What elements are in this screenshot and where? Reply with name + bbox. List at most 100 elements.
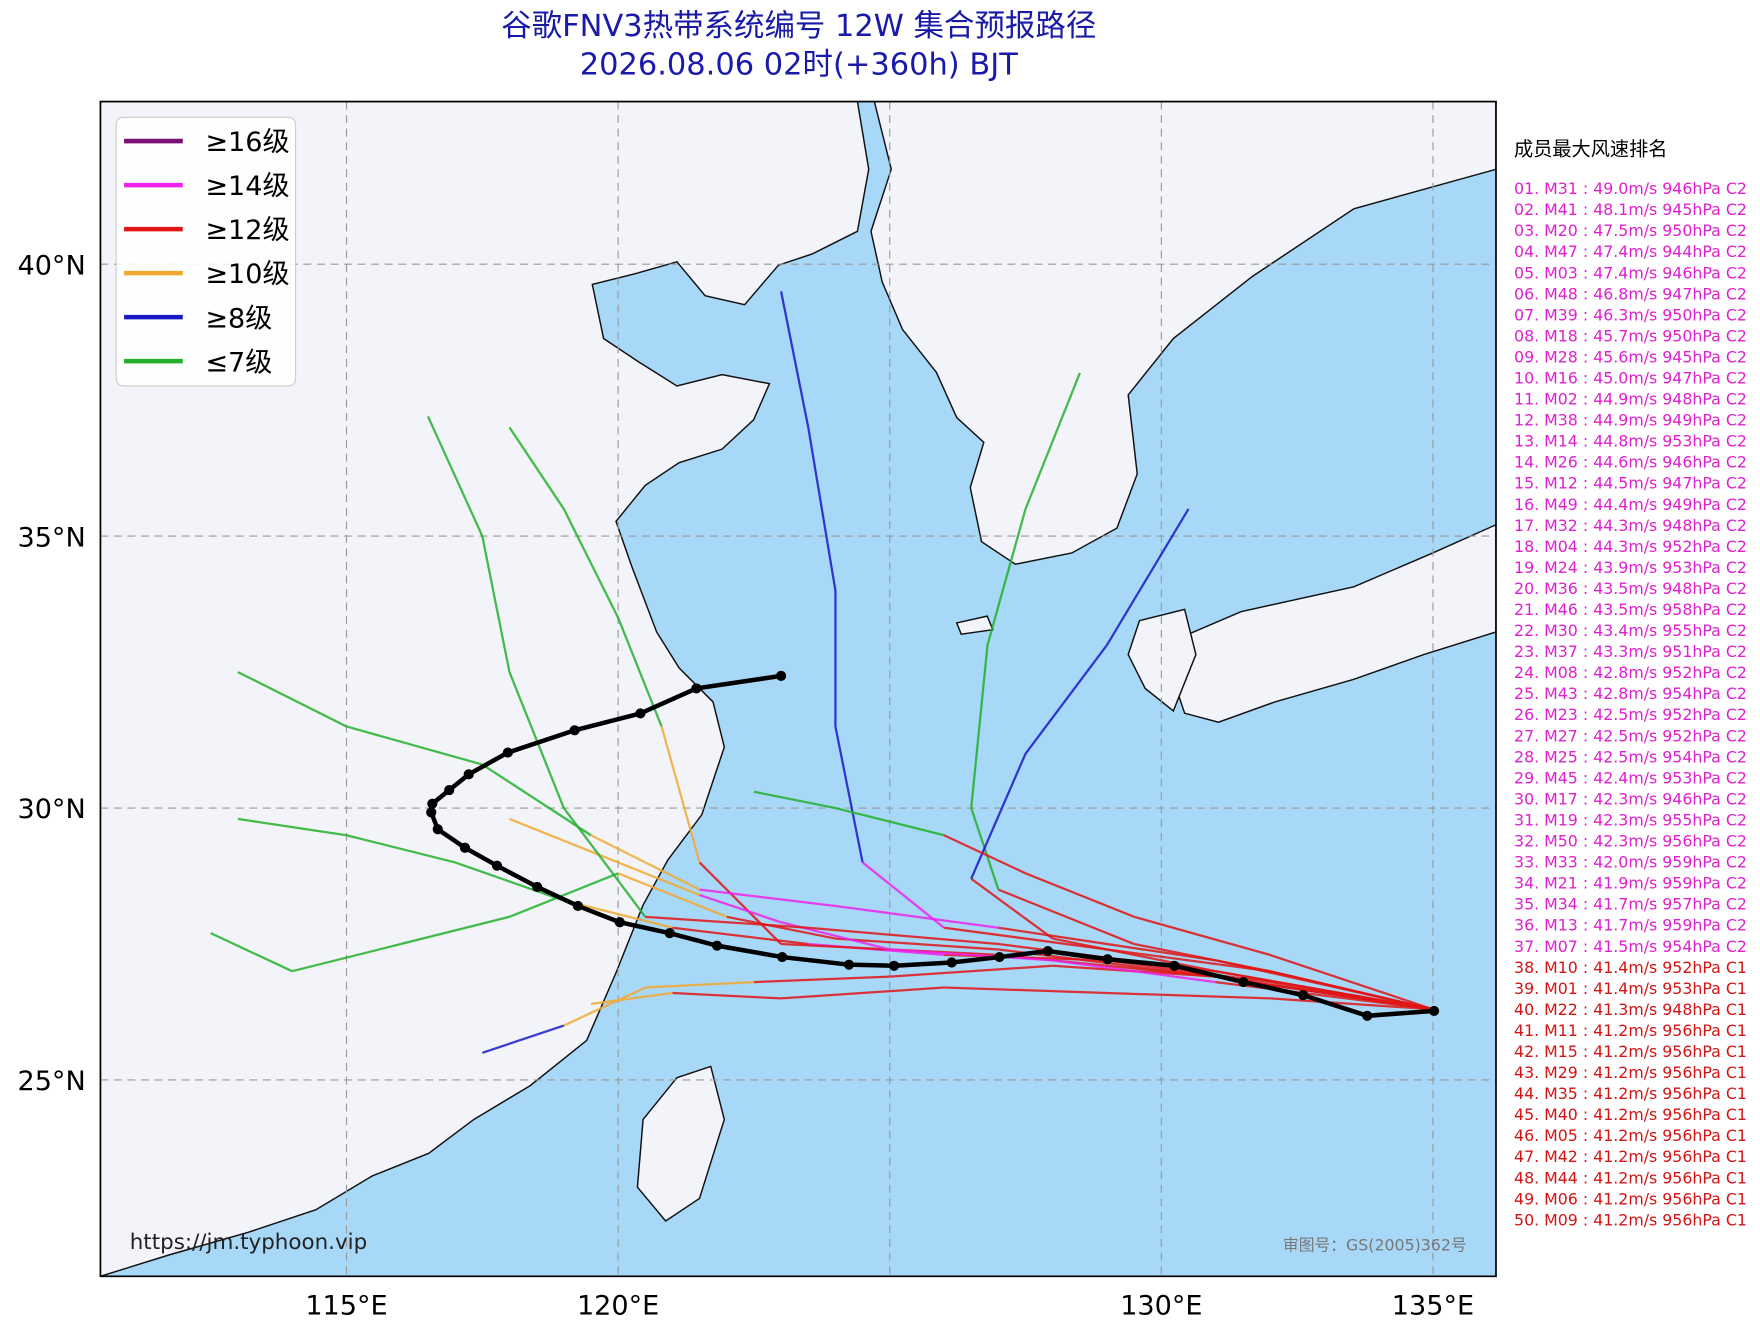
mean-track-point xyxy=(1169,960,1180,971)
ranking-entry: 15. M12 : 44.5m/s 947hPa C2 xyxy=(1514,474,1747,493)
member-track-segment xyxy=(835,806,945,837)
legend-label: ≥14级 xyxy=(205,171,289,202)
mean-track-point xyxy=(1298,990,1309,1001)
member-track-segment xyxy=(1269,953,1434,1011)
source-url: https://jm.typhoon.vip xyxy=(130,1230,367,1255)
mean-track-point xyxy=(777,951,788,963)
ranking-entry: 07. M39 : 46.3m/s 950hPa C2 xyxy=(1514,305,1747,324)
mean-track-point xyxy=(444,785,455,796)
legend-label: ≤7级 xyxy=(205,347,272,378)
lat-tick-label: 25°N xyxy=(17,1066,85,1097)
lon-tick-label: 135°E xyxy=(1392,1291,1474,1322)
ranking-entry: 23. M37 : 43.3m/s 951hPa C2 xyxy=(1514,642,1747,661)
member-track-segment xyxy=(1024,372,1081,510)
member-track-segment xyxy=(454,861,565,902)
ranking-entry: 06. M48 : 46.8m/s 947hPa C2 xyxy=(1514,284,1747,303)
member-track-segment xyxy=(590,834,701,891)
mean-track-point xyxy=(491,860,503,871)
member-track-segment xyxy=(889,964,1053,978)
lat-tick-label: 40°N xyxy=(17,250,85,281)
approval-number: 审图号：GS(2005)362号 xyxy=(1283,1235,1467,1254)
member-track-segment xyxy=(698,861,782,945)
member-track-segment xyxy=(998,926,1216,962)
member-track-segment xyxy=(726,915,836,940)
member-track-segment xyxy=(237,671,348,728)
mean-track-point xyxy=(776,670,787,681)
ranking-entry: 40. M22 : 41.3m/s 948hPa C1 xyxy=(1514,1000,1747,1019)
mean-track-point xyxy=(502,747,513,758)
ranking-entry: 46. M05 : 41.2m/s 956hPa C1 xyxy=(1514,1126,1747,1145)
member-track-segment xyxy=(509,872,619,918)
mean-track-point xyxy=(459,842,471,853)
member-track-segment xyxy=(834,726,864,863)
mean-track-point xyxy=(1102,954,1113,965)
mean-track-point xyxy=(691,683,702,694)
lon-tick-label: 115°E xyxy=(305,1291,387,1322)
subtitle: 2026.08.06 02时(+360h) BJT xyxy=(580,47,1018,82)
member-track-segment xyxy=(1052,959,1216,984)
member-track-segment xyxy=(1106,508,1190,646)
ranking-entry: 19. M24 : 43.9m/s 953hPa C2 xyxy=(1514,558,1747,577)
member-track-segment xyxy=(699,888,836,908)
member-track-segment xyxy=(699,893,782,924)
ranking-entry: 16. M49 : 44.4m/s 949hPa C2 xyxy=(1514,495,1747,514)
member-track-segment xyxy=(861,861,945,929)
ranking-entry: 38. M10 : 41.4m/s 952hPa C1 xyxy=(1514,958,1747,977)
ranking-entry: 39. M01 : 41.4m/s 953hPa C1 xyxy=(1514,979,1747,998)
member-track-segment xyxy=(753,975,890,984)
japan xyxy=(1161,523,1496,723)
ranking-entry: 35. M34 : 41.7m/s 957hPa C2 xyxy=(1514,895,1747,914)
mainland-china xyxy=(100,101,870,1277)
lat-tick-label: 30°N xyxy=(17,794,85,825)
ranking-entry: 21. M46 : 43.5m/s 958hPa C2 xyxy=(1514,600,1747,619)
mean-track-point xyxy=(711,940,723,951)
member-track-segment xyxy=(835,937,999,951)
ranking-entry: 50. M09 : 41.2m/s 956hPa C1 xyxy=(1514,1210,1747,1229)
ranking-entry: 47. M42 : 41.2m/s 956hPa C1 xyxy=(1514,1147,1747,1166)
ranking-entry: 18. M04 : 44.3m/s 952hPa C2 xyxy=(1514,537,1747,556)
mean-track-point xyxy=(572,900,583,912)
member-track-segment xyxy=(562,508,620,619)
member-track-segment xyxy=(943,926,1108,951)
taiwan xyxy=(636,1065,726,1222)
member-track-segment xyxy=(970,644,989,809)
member-track-segment xyxy=(617,861,701,897)
mean-track-point xyxy=(843,959,855,970)
legend-label: ≥16级 xyxy=(205,127,289,158)
mean-track-point xyxy=(635,708,646,719)
ranking-entry: 44. M35 : 41.2m/s 956hPa C1 xyxy=(1514,1084,1747,1103)
member-track-segment xyxy=(1107,991,1271,1000)
ranking-entry: 31. M19 : 42.3m/s 955hPa C2 xyxy=(1514,810,1747,829)
ranking-entry: 24. M08 : 42.8m/s 952hPa C2 xyxy=(1514,663,1747,682)
mean-track-point xyxy=(427,798,438,809)
ranking-entry: 26. M23 : 42.5m/s 952hPa C2 xyxy=(1514,705,1747,724)
member-track-segment xyxy=(970,877,1054,940)
ranking-entry: 08. M18 : 45.7m/s 950hPa C2 xyxy=(1514,326,1747,345)
ranking-entry: 09. M28 : 45.6m/s 945hPa C2 xyxy=(1514,347,1747,366)
ranking-entry: 36. M13 : 41.7m/s 959hPa C2 xyxy=(1514,916,1747,935)
ranking-entry: 27. M27 : 42.5m/s 952hPa C2 xyxy=(1514,726,1747,745)
member-track-segment xyxy=(562,807,647,918)
member-track-segment xyxy=(835,904,999,929)
kyushu xyxy=(1127,608,1197,713)
ranking-entry: 17. M32 : 44.3m/s 948hPa C2 xyxy=(1514,516,1747,535)
ranking-entry: 45. M40 : 41.2m/s 956hPa C1 xyxy=(1514,1105,1747,1124)
member-track-segment xyxy=(943,834,1027,875)
ranking-entry: 14. M26 : 44.6m/s 946hPa C2 xyxy=(1514,453,1747,472)
member-track-segment xyxy=(210,932,293,973)
member-track-segment xyxy=(481,535,511,673)
korea-northeast xyxy=(870,101,1496,566)
legend-label: ≥8级 xyxy=(205,303,272,334)
member-track-segment xyxy=(400,915,510,946)
member-track-segment xyxy=(481,763,592,837)
ranking-entry: 43. M29 : 41.2m/s 956hPa C1 xyxy=(1514,1063,1747,1082)
ranking-entry: 48. M44 : 41.2m/s 956hPa C1 xyxy=(1514,1168,1747,1187)
member-track-segment xyxy=(291,942,402,973)
member-track-segment xyxy=(672,991,782,1000)
member-track-segment xyxy=(1024,644,1108,755)
ranking-entry: 04. M47 : 47.4m/s 944hPa C2 xyxy=(1514,242,1747,261)
member-track-segment xyxy=(563,986,646,1027)
ranking-entry: 13. M14 : 44.8m/s 953hPa C2 xyxy=(1514,432,1747,451)
member-track-segment xyxy=(590,991,673,1005)
